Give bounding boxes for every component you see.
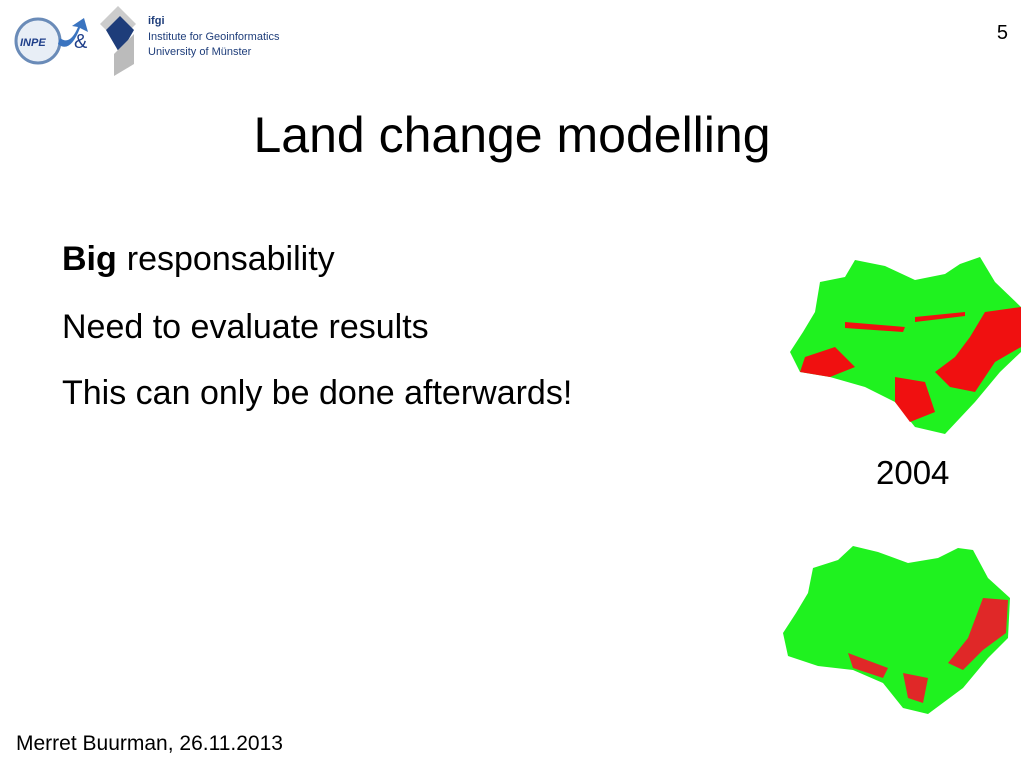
bullet: Big responsability <box>62 240 335 279</box>
ifgi-text: ifgi <box>148 15 165 27</box>
bullet: Need to evaluate results <box>62 308 429 347</box>
institute-text: Institute for Geoinformatics <box>148 31 280 43</box>
map-change <box>845 312 965 332</box>
map-change <box>895 377 935 422</box>
ampersand: & <box>74 31 88 53</box>
map-change <box>935 307 1021 392</box>
figure-caption: 2004 <box>876 454 950 491</box>
university-text: University of Münster <box>148 46 252 58</box>
map-change <box>800 347 855 377</box>
bullet: This can only be done afterwards! <box>62 374 572 413</box>
footer: Merret Buurman, 26.11.2013 <box>16 732 283 755</box>
bullet-text: Need to evaluate results <box>62 308 429 346</box>
map-change <box>848 653 888 678</box>
map-change <box>903 673 928 703</box>
ifgi-shape <box>106 16 134 54</box>
bullet-text: This can only be done afterwards! <box>62 374 573 412</box>
logo: INPE & ifgi Institute for Geoinformatics… <box>14 6 280 76</box>
map-land <box>783 546 1010 714</box>
inpe-text: INPE <box>20 37 46 49</box>
map-2004 <box>790 257 1021 434</box>
bullet-text: responsability <box>126 240 335 278</box>
page-number: 5 <box>996 22 1008 44</box>
slide-title: Land change modelling <box>253 107 771 163</box>
bullet-bold: Big <box>62 240 117 278</box>
map-second <box>783 546 1010 714</box>
map-change <box>948 598 1008 670</box>
inpe-arrow <box>58 18 88 47</box>
ifgi-shape <box>114 34 134 76</box>
map-land <box>790 257 1021 434</box>
